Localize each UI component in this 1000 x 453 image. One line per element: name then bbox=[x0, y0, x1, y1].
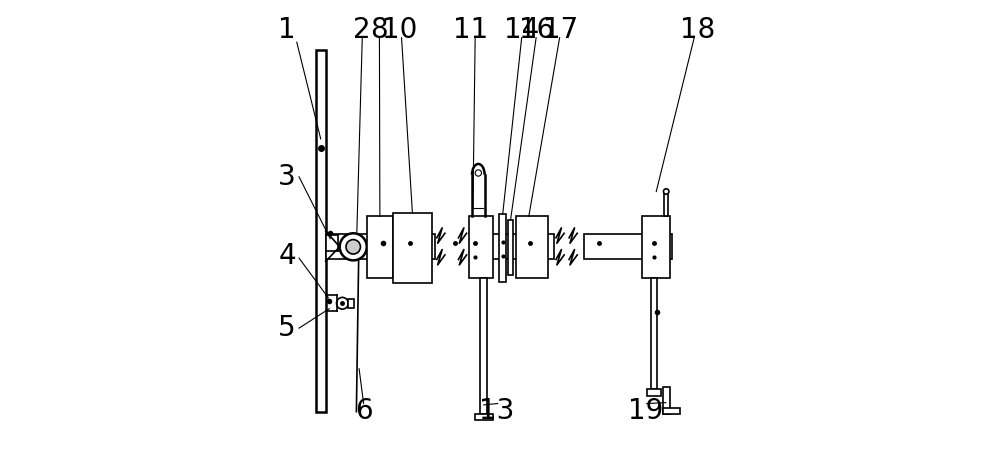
Bar bbox=[516, 217, 548, 278]
Text: 14: 14 bbox=[504, 16, 539, 44]
Bar bbox=[642, 217, 670, 278]
Bar bbox=[663, 387, 670, 414]
Text: 19: 19 bbox=[628, 397, 663, 425]
Bar bbox=[393, 213, 432, 283]
Text: 3: 3 bbox=[278, 163, 296, 191]
Circle shape bbox=[663, 189, 669, 194]
Text: 18: 18 bbox=[680, 16, 715, 44]
Bar bbox=[584, 234, 672, 259]
Bar bbox=[508, 220, 513, 275]
Circle shape bbox=[475, 170, 481, 176]
Bar bbox=[475, 414, 493, 420]
Text: 13: 13 bbox=[479, 397, 514, 425]
Circle shape bbox=[346, 240, 360, 254]
Circle shape bbox=[337, 298, 348, 309]
Bar bbox=[367, 217, 393, 278]
Bar bbox=[469, 217, 493, 278]
Bar bbox=[499, 214, 506, 282]
Bar bbox=[473, 234, 554, 259]
Bar bbox=[651, 278, 657, 389]
Text: 8: 8 bbox=[371, 16, 388, 44]
Text: 2: 2 bbox=[353, 16, 371, 44]
Text: 16: 16 bbox=[519, 16, 554, 44]
Text: 5: 5 bbox=[278, 314, 296, 342]
Bar bbox=[316, 50, 326, 412]
Bar bbox=[348, 299, 354, 308]
Text: 1: 1 bbox=[278, 16, 296, 44]
Text: 6: 6 bbox=[355, 397, 372, 425]
Text: 4: 4 bbox=[278, 242, 296, 270]
Bar bbox=[663, 408, 680, 414]
Text: 10: 10 bbox=[382, 16, 417, 44]
Circle shape bbox=[340, 233, 367, 260]
Text: 17: 17 bbox=[543, 16, 579, 44]
Bar bbox=[647, 389, 661, 396]
Text: 11: 11 bbox=[453, 16, 488, 44]
Bar bbox=[664, 193, 668, 217]
Bar bbox=[480, 278, 487, 414]
Bar bbox=[326, 234, 435, 259]
